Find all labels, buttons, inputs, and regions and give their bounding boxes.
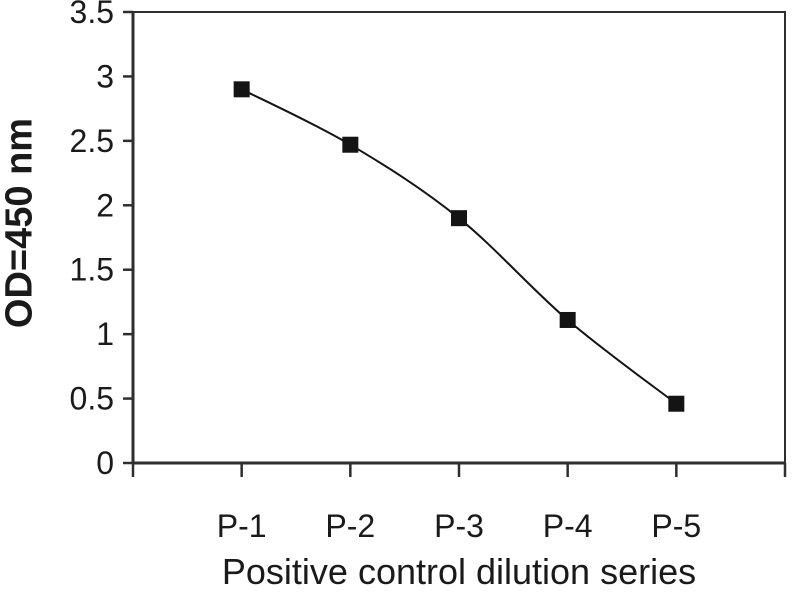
x-tick-label: P-4: [543, 508, 593, 544]
series-line: [241, 88, 677, 405]
y-tick-label: 3.5: [70, 0, 114, 30]
x-tick-label: P-1: [217, 508, 267, 544]
y-tick-label: 3: [96, 58, 114, 94]
data-point-marker: [342, 136, 359, 153]
data-point-marker: [559, 311, 576, 328]
y-tick-label: 0.5: [70, 381, 114, 417]
y-axis-title: OD=450 nm: [0, 117, 41, 329]
data-point-marker: [668, 395, 685, 412]
x-tick-label: P-2: [325, 508, 375, 544]
x-tick-label: P-5: [651, 508, 701, 544]
y-tick-label: 2.5: [70, 123, 114, 159]
data-point-marker: [233, 81, 250, 98]
y-tick-label: 1.5: [70, 252, 114, 288]
y-tick-label: 2: [96, 187, 114, 223]
data-point-marker: [451, 210, 467, 227]
y-tick-label: 0: [96, 445, 114, 481]
y-tick-label: 1: [96, 316, 114, 352]
x-tick-label: P-3: [434, 508, 484, 544]
x-axis-title: Positive control dilution series: [221, 551, 697, 592]
